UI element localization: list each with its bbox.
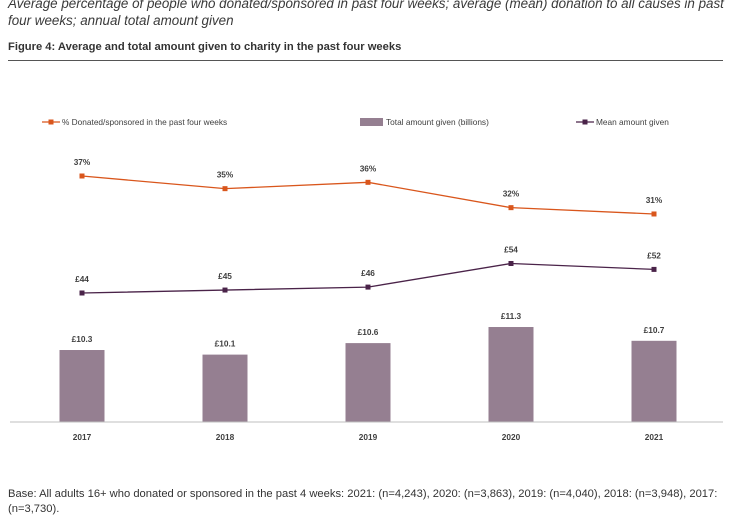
x-axis-tick-labels: 2017 2018 2019 2020 2021 (73, 432, 664, 442)
percent-label-2021: 31% (646, 195, 663, 205)
bar-2018 (202, 354, 248, 422)
chart-subtitle: Average percentage of people who donated… (8, 0, 724, 28)
legend-total-swatch (360, 118, 383, 126)
bar-label-2019: £10.6 (358, 327, 379, 337)
bar-2019 (345, 343, 391, 422)
bar-2021 (631, 340, 677, 422)
bar-label-2020: £11.3 (501, 311, 522, 321)
legend-total-label: Total amount given (billions) (386, 117, 489, 127)
mean-marker-2019 (365, 284, 371, 290)
mean-marker-2021 (651, 266, 657, 272)
bar-series-total-amount: £10.3 £10.1 £10.6 £11.3 £10.7 (59, 311, 677, 422)
mean-label-2017: £44 (75, 274, 89, 284)
figure-title: Figure 4: Average and total amount given… (8, 41, 402, 53)
legend-percent-swatch-marker (48, 119, 54, 125)
legend-mean-swatch-marker (582, 119, 588, 125)
x-tick-2021: 2021 (645, 432, 664, 442)
chart-legend: % Donated/sponsored in the past four wee… (42, 117, 669, 127)
bar-label-2021: £10.7 (644, 325, 665, 335)
percent-marker-2020 (508, 205, 514, 211)
mean-label-2021: £52 (647, 250, 661, 260)
percent-label-2018: 35% (217, 170, 234, 180)
line-series-percent-donated: 37% 35% 36% 32% 31% (74, 157, 663, 217)
percent-marker-2017 (79, 173, 85, 179)
percent-label-2019: 36% (360, 163, 377, 173)
legend-percent-label: % Donated/sponsored in the past four wee… (62, 117, 227, 127)
mean-label-2020: £54 (504, 245, 518, 255)
mean-marker-2017 (79, 290, 85, 296)
bar-2020 (488, 327, 534, 422)
percent-label-2020: 32% (503, 189, 520, 199)
x-tick-2020: 2020 (502, 432, 521, 442)
x-tick-2017: 2017 (73, 432, 92, 442)
bar-label-2018: £10.1 (215, 339, 236, 349)
mean-marker-2018 (222, 287, 228, 293)
line-series-mean-amount: £44 £45 £46 £54 £52 (75, 245, 661, 296)
mean-label-2019: £46 (361, 268, 375, 278)
mean-label-2018: £45 (218, 271, 232, 281)
percent-marker-2019 (365, 179, 371, 185)
bar-label-2017: £10.3 (72, 334, 93, 344)
percent-marker-2018 (222, 186, 228, 192)
title-divider (8, 60, 723, 61)
x-tick-2018: 2018 (216, 432, 235, 442)
combo-chart: % Donated/sponsored in the past four wee… (10, 117, 723, 442)
bar-2017 (59, 350, 105, 422)
mean-marker-2020 (508, 261, 514, 266)
x-tick-2019: 2019 (359, 432, 378, 442)
percent-label-2017: 37% (74, 157, 91, 167)
base-footnote: Base: All adults 16+ who donated or spon… (8, 488, 718, 515)
percent-marker-2021 (651, 211, 657, 217)
legend-mean-label: Mean amount given (596, 117, 669, 127)
